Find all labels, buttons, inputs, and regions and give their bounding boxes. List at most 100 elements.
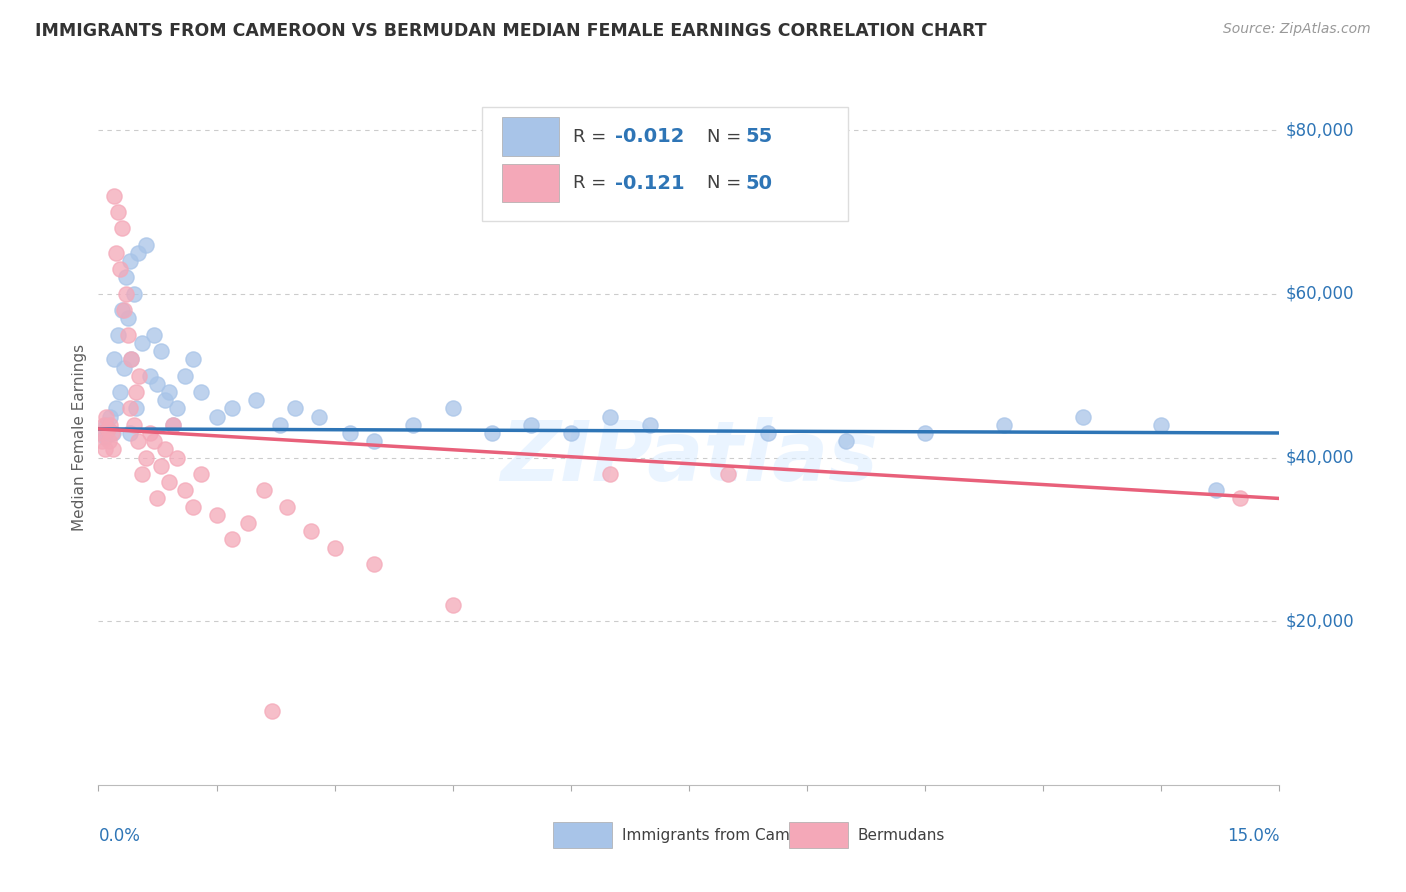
Point: [221, 533, 243, 547]
Point: [205, 508, 228, 522]
Point: [146, 376, 169, 391]
Text: R =: R =: [574, 128, 612, 145]
Point: [1071, 409, 1094, 424]
Point: [135, 237, 157, 252]
Point: [166, 401, 188, 416]
Point: [97, 422, 120, 436]
Point: [101, 442, 124, 457]
Point: [441, 598, 464, 612]
Point: [115, 286, 138, 301]
Text: Immigrants from Cameroon: Immigrants from Cameroon: [621, 828, 834, 843]
Point: [97, 422, 120, 436]
Point: [122, 286, 145, 301]
Text: N =: N =: [707, 174, 747, 192]
Text: ZIPatlas: ZIPatlas: [501, 417, 877, 499]
Point: [146, 491, 169, 506]
Point: [402, 417, 425, 432]
Point: [125, 401, 148, 416]
Point: [150, 458, 173, 473]
Point: [98, 417, 121, 432]
Point: [135, 450, 157, 465]
Point: [299, 524, 322, 539]
Point: [93, 417, 115, 432]
Point: [127, 434, 149, 449]
Point: [190, 385, 212, 400]
Point: [1150, 417, 1173, 432]
Text: 50: 50: [745, 174, 773, 193]
Point: [276, 500, 298, 514]
Point: [91, 425, 114, 440]
Point: [107, 205, 129, 219]
Point: [599, 467, 621, 481]
Text: -0.012: -0.012: [614, 127, 683, 146]
Text: $40,000: $40,000: [1285, 449, 1354, 467]
Point: [157, 475, 180, 489]
Point: [93, 430, 115, 444]
Point: [96, 417, 118, 432]
Point: [131, 467, 153, 481]
Point: [756, 425, 779, 440]
Text: Bermudans: Bermudans: [858, 828, 945, 843]
Point: [205, 409, 228, 424]
Text: -0.121: -0.121: [614, 174, 685, 193]
Point: [269, 417, 291, 432]
Point: [138, 425, 160, 440]
Point: [441, 401, 464, 416]
Point: [236, 516, 259, 530]
Point: [150, 344, 173, 359]
Point: [174, 483, 197, 498]
Point: [101, 425, 124, 440]
Point: [157, 385, 180, 400]
Point: [245, 393, 267, 408]
Point: [481, 425, 503, 440]
Text: 0.0%: 0.0%: [98, 827, 141, 845]
Text: IMMIGRANTS FROM CAMEROON VS BERMUDAN MEDIAN FEMALE EARNINGS CORRELATION CHART: IMMIGRANTS FROM CAMEROON VS BERMUDAN MED…: [35, 22, 987, 40]
Text: $80,000: $80,000: [1285, 121, 1354, 139]
Point: [174, 368, 197, 383]
Point: [96, 409, 118, 424]
Point: [118, 425, 141, 440]
Text: $60,000: $60,000: [1285, 285, 1354, 303]
Point: [181, 352, 204, 367]
Point: [190, 467, 212, 481]
Point: [90, 425, 112, 440]
Point: [117, 327, 139, 342]
Point: [112, 360, 135, 375]
Point: [560, 425, 582, 440]
Point: [117, 311, 139, 326]
Point: [914, 425, 936, 440]
Point: [103, 188, 125, 202]
Point: [308, 409, 330, 424]
Point: [323, 541, 346, 555]
Text: 55: 55: [745, 127, 773, 146]
Text: Source: ZipAtlas.com: Source: ZipAtlas.com: [1223, 22, 1371, 37]
Point: [110, 385, 132, 400]
Point: [115, 270, 138, 285]
Point: [107, 327, 129, 342]
Point: [118, 254, 141, 268]
Point: [104, 401, 127, 416]
FancyBboxPatch shape: [502, 164, 560, 202]
Point: [97, 434, 120, 449]
Point: [98, 409, 121, 424]
Point: [520, 417, 543, 432]
Point: [122, 417, 145, 432]
Point: [138, 368, 160, 383]
Point: [1205, 483, 1227, 498]
Point: [142, 434, 165, 449]
Point: [128, 368, 150, 383]
Point: [121, 352, 143, 367]
FancyBboxPatch shape: [482, 106, 848, 221]
Point: [599, 409, 621, 424]
Point: [118, 401, 141, 416]
Point: [162, 417, 184, 432]
Point: [103, 352, 125, 367]
Point: [104, 246, 127, 260]
Point: [155, 442, 177, 457]
Point: [93, 442, 115, 457]
Text: $20,000: $20,000: [1285, 612, 1354, 631]
Point: [166, 450, 188, 465]
Point: [638, 417, 661, 432]
FancyBboxPatch shape: [789, 822, 848, 848]
Point: [253, 483, 276, 498]
